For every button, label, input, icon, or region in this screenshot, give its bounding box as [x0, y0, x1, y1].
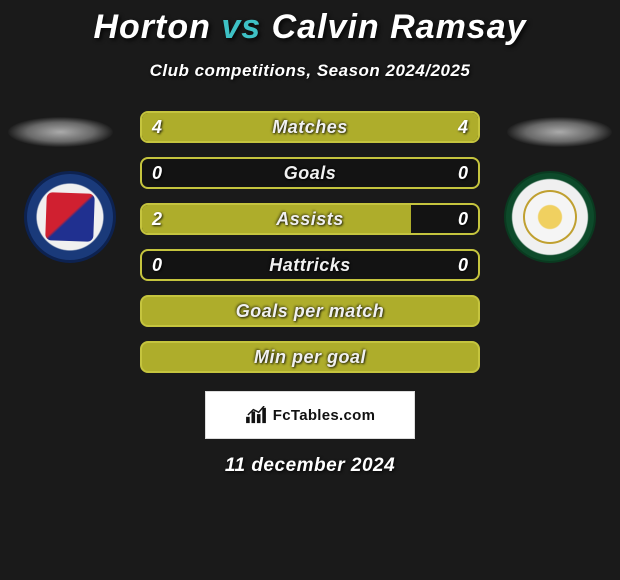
brand-text: FcTables.com	[273, 407, 376, 424]
stat-label: Hattricks	[142, 255, 478, 276]
stat-bar-matches: 4 Matches 4	[140, 111, 480, 143]
team-badge-right	[504, 171, 596, 263]
stat-value-right: 0	[458, 255, 468, 276]
stat-label: Assists	[142, 209, 478, 230]
stat-label: Goals	[142, 163, 478, 184]
stat-bar-mpg: Min per goal	[140, 341, 480, 373]
fctables-icon	[245, 406, 267, 424]
stat-value-right: 0	[458, 209, 468, 230]
title-player-left: Horton vs Calvin Ramsay	[93, 8, 526, 46]
pedestal-shadow-left	[8, 117, 113, 147]
stat-bar-goals: 0 Goals 0	[140, 157, 480, 189]
stat-bar-hattricks: 0 Hattricks 0	[140, 249, 480, 281]
comparison-infographic: Horton vs Calvin Ramsay Club competition…	[0, 0, 620, 580]
page-title: Horton vs Calvin Ramsay	[0, 8, 620, 47]
stat-value-right: 0	[458, 163, 468, 184]
subtitle: Club competitions, Season 2024/2025	[0, 61, 620, 81]
stat-value-right: 4	[458, 117, 468, 138]
stat-label: Matches	[142, 117, 478, 138]
stat-bars: 4 Matches 4 0 Goals 0 2 Assists 0	[140, 111, 480, 373]
date-text: 11 december 2024	[0, 455, 620, 477]
stat-label: Goals per match	[236, 301, 385, 322]
stat-bar-gpm: Goals per match	[140, 295, 480, 327]
stat-label: Min per goal	[254, 347, 366, 368]
pedestal-shadow-right	[507, 117, 612, 147]
team-badge-left	[24, 171, 116, 263]
brand-box: FcTables.com	[205, 391, 415, 439]
stat-bar-assists: 2 Assists 0	[140, 203, 480, 235]
main-area: 4 Matches 4 0 Goals 0 2 Assists 0	[0, 111, 620, 477]
